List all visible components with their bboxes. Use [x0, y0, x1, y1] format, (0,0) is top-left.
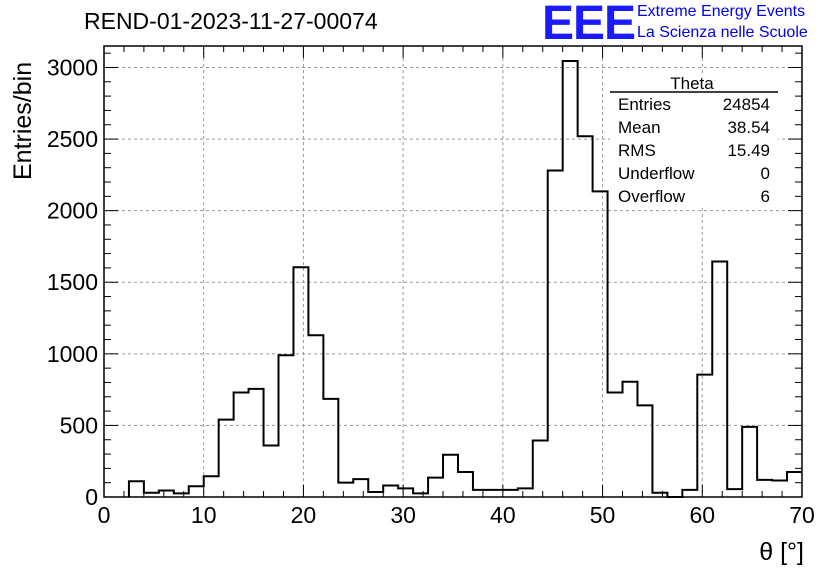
x-tick-label: 10	[191, 502, 217, 528]
grid-lines	[104, 46, 802, 497]
plot-frame	[103, 45, 803, 498]
logo-line-1: Extreme Energy Events	[637, 3, 806, 20]
x-tick-label: 40	[490, 502, 516, 528]
stats-label: Entries	[618, 95, 671, 114]
y-tick-label: 1500	[47, 269, 98, 295]
y-axis-label: Entries/bin	[9, 62, 37, 180]
stats-title: Theta	[670, 74, 714, 93]
x-tick-label: 70	[789, 502, 815, 528]
x-tick-label: 0	[98, 502, 111, 528]
stats-value: 0	[761, 164, 770, 183]
stats-label: Underflow	[618, 164, 695, 183]
y-tick-label: 0	[85, 484, 98, 510]
stats-value: 6	[761, 187, 770, 206]
stats-label: RMS	[618, 141, 656, 160]
stats-value: 15.49	[727, 141, 770, 160]
stats-label: Mean	[618, 118, 661, 137]
stats-label: Overflow	[618, 187, 686, 206]
axis-ticks	[103, 46, 803, 498]
x-tick-label: 60	[689, 502, 715, 528]
y-tick-label: 2000	[47, 198, 98, 224]
y-tick-label: 3000	[47, 54, 98, 80]
histogram-series	[127, 60, 802, 498]
x-axis-label: θ [°]	[759, 538, 804, 566]
stats-value: 24854	[723, 95, 770, 114]
stats-box: Theta Entries 24854 Mean 38.54 RMS 15.49 Under…	[610, 73, 778, 207]
x-tick-label: 50	[590, 502, 616, 528]
y-tick-label: 2500	[47, 126, 98, 152]
x-tick-label: 20	[291, 502, 317, 528]
eee-logo: EEE	[542, 0, 636, 50]
logo-line-2: La Scienza nelle Scuole	[637, 24, 808, 41]
run-title: REND-01-2023-11-27-00074	[84, 8, 378, 34]
y-tick-label: 1000	[47, 341, 98, 367]
x-tick-label: 30	[390, 502, 416, 528]
stats-value: 38.54	[727, 118, 770, 137]
y-tick-label: 500	[60, 412, 98, 438]
